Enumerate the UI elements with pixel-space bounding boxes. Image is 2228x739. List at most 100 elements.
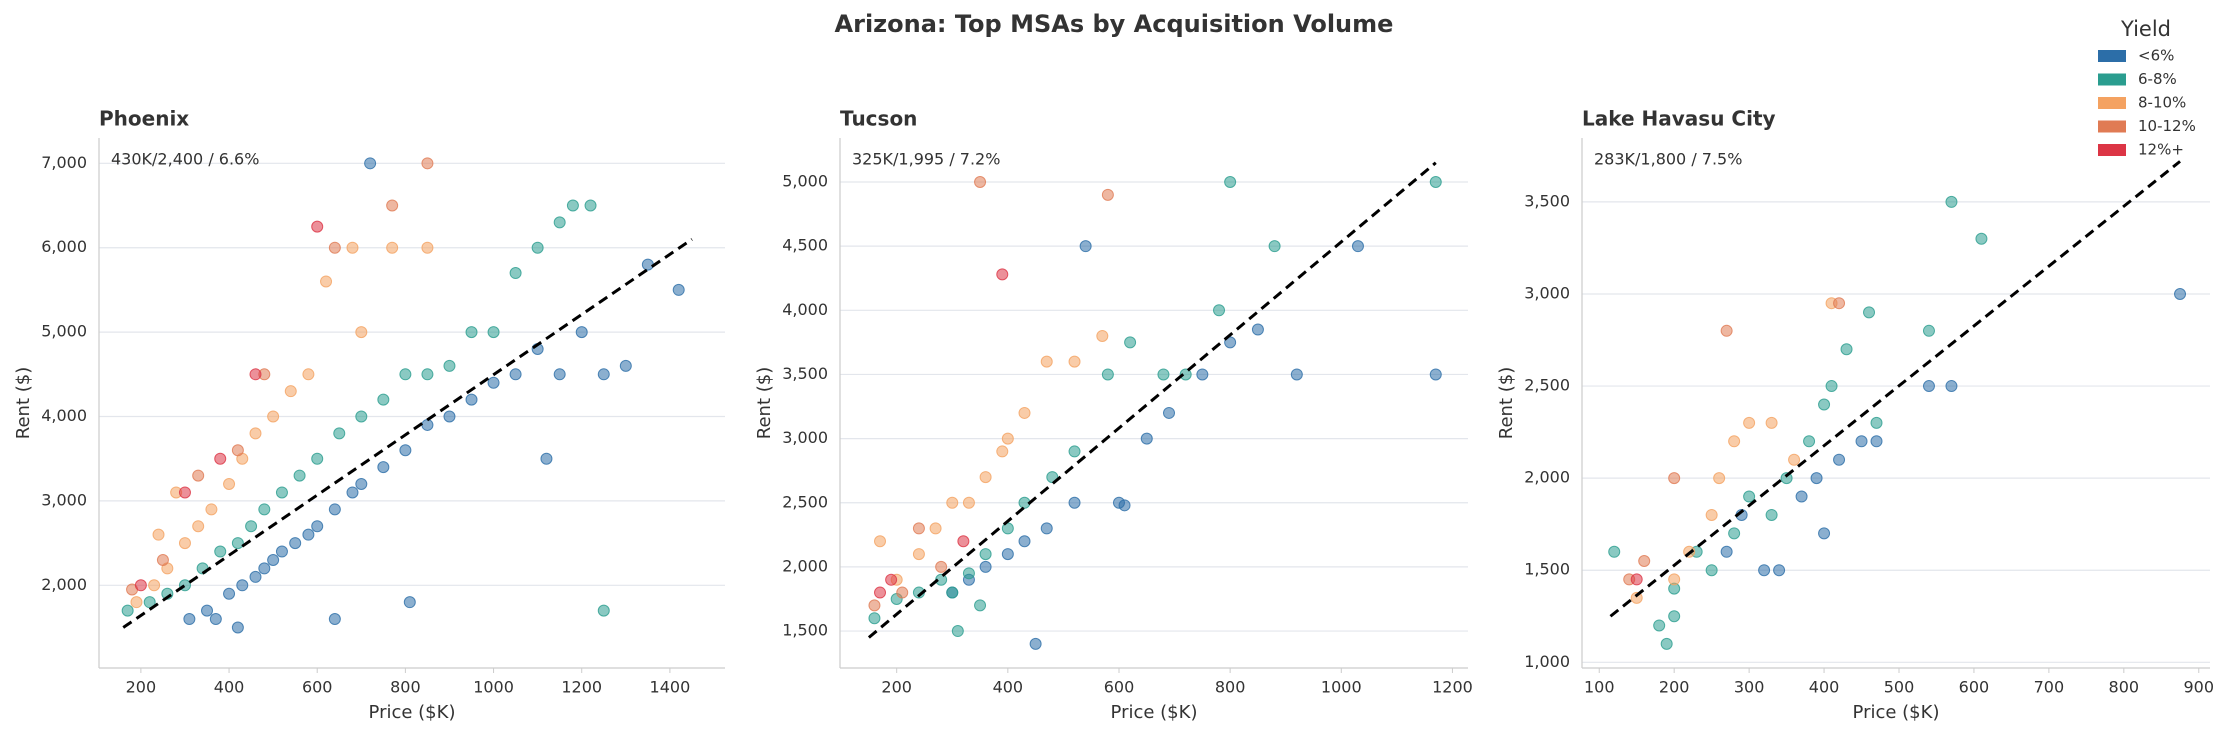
y-tick-label: 4,000 [41, 406, 87, 425]
point [130, 596, 143, 609]
point [355, 410, 368, 423]
trend-line [122, 238, 693, 629]
point [320, 275, 333, 288]
figure-title: Arizona: Top MSAs by Acquisition Volume [835, 10, 1394, 38]
legend-swatch [2098, 144, 2126, 156]
point [328, 613, 341, 626]
point [540, 452, 553, 465]
point [929, 522, 942, 535]
panel-title: Lake Havasu City [1582, 107, 1776, 131]
point [1743, 416, 1756, 429]
y-axis-label: Rent ($) [1496, 367, 1517, 439]
point [1351, 240, 1364, 253]
point [553, 368, 566, 381]
point [1068, 355, 1081, 368]
point [1870, 416, 1883, 429]
x-tick-label: 1200 [1432, 678, 1473, 697]
point [1001, 432, 1014, 445]
point [1728, 435, 1741, 448]
point [1140, 432, 1153, 445]
x-axis-label: Price ($K) [1853, 702, 1940, 723]
point [249, 368, 262, 381]
point [311, 220, 324, 233]
point [1668, 610, 1681, 623]
legend-label: 10-12% [2138, 117, 2196, 135]
x-tick-label: 800 [1215, 678, 1246, 697]
point [946, 496, 959, 509]
point [1196, 368, 1209, 381]
point [1638, 555, 1651, 568]
y-tick-label: 4,500 [782, 236, 828, 255]
point [1720, 324, 1733, 337]
point [1630, 573, 1643, 586]
point [996, 268, 1009, 281]
panel-title: Phoenix [99, 107, 189, 131]
point [1040, 355, 1053, 368]
point [641, 258, 654, 271]
point [328, 241, 341, 254]
point [311, 520, 324, 533]
point [1179, 368, 1192, 381]
point [868, 599, 881, 612]
legend-swatch [2098, 73, 2126, 86]
point [258, 562, 271, 575]
point [377, 461, 390, 474]
point [1720, 545, 1733, 558]
point [896, 586, 909, 599]
trend-line [1609, 160, 2181, 618]
point [275, 486, 288, 499]
point [874, 535, 887, 548]
y-tick-label: 2,000 [1524, 468, 1570, 487]
point [1818, 398, 1831, 411]
y-tick-label: 4,000 [782, 300, 828, 319]
x-tick-label: 200 [881, 678, 912, 697]
y-tick-label: 1,500 [1524, 560, 1570, 579]
x-tick-label: 600 [302, 678, 333, 697]
point [885, 573, 898, 586]
point [1068, 445, 1081, 458]
point [1157, 368, 1170, 381]
x-tick-label: 1000 [473, 678, 514, 697]
y-tick-label: 2,500 [782, 492, 828, 511]
point [962, 567, 975, 580]
point [377, 393, 390, 406]
point [1833, 297, 1846, 310]
point [355, 326, 368, 339]
point [223, 587, 236, 600]
point [1101, 188, 1114, 201]
y-tick-label: 1,500 [782, 621, 828, 640]
point [1765, 508, 1778, 521]
point [346, 241, 359, 254]
point [1825, 380, 1838, 393]
point [245, 520, 258, 533]
point [302, 368, 315, 381]
y-tick-label: 5,000 [41, 322, 87, 341]
point [1163, 406, 1176, 419]
y-tick-label: 6,000 [41, 237, 87, 256]
point [1018, 535, 1031, 548]
point [951, 625, 964, 638]
point [487, 376, 500, 389]
point [1068, 496, 1081, 509]
point [183, 613, 196, 626]
legend-label: 8-10% [2138, 94, 2186, 112]
point [421, 157, 434, 170]
point [1608, 545, 1621, 558]
point [672, 283, 685, 296]
point [619, 359, 632, 372]
point [152, 528, 165, 541]
point [249, 427, 262, 440]
point [1803, 435, 1816, 448]
x-tick-label: 400 [214, 678, 245, 697]
point [1810, 472, 1823, 485]
x-tick-label: 400 [1809, 678, 1840, 697]
point [386, 241, 399, 254]
point [912, 548, 925, 561]
point [249, 570, 262, 583]
legend-label: <6% [2138, 47, 2174, 65]
legend-label: 12%+ [2138, 141, 2184, 159]
x-axis-label: Price ($K) [369, 702, 456, 723]
point [1705, 564, 1718, 577]
y-tick-label: 3,000 [41, 490, 87, 509]
